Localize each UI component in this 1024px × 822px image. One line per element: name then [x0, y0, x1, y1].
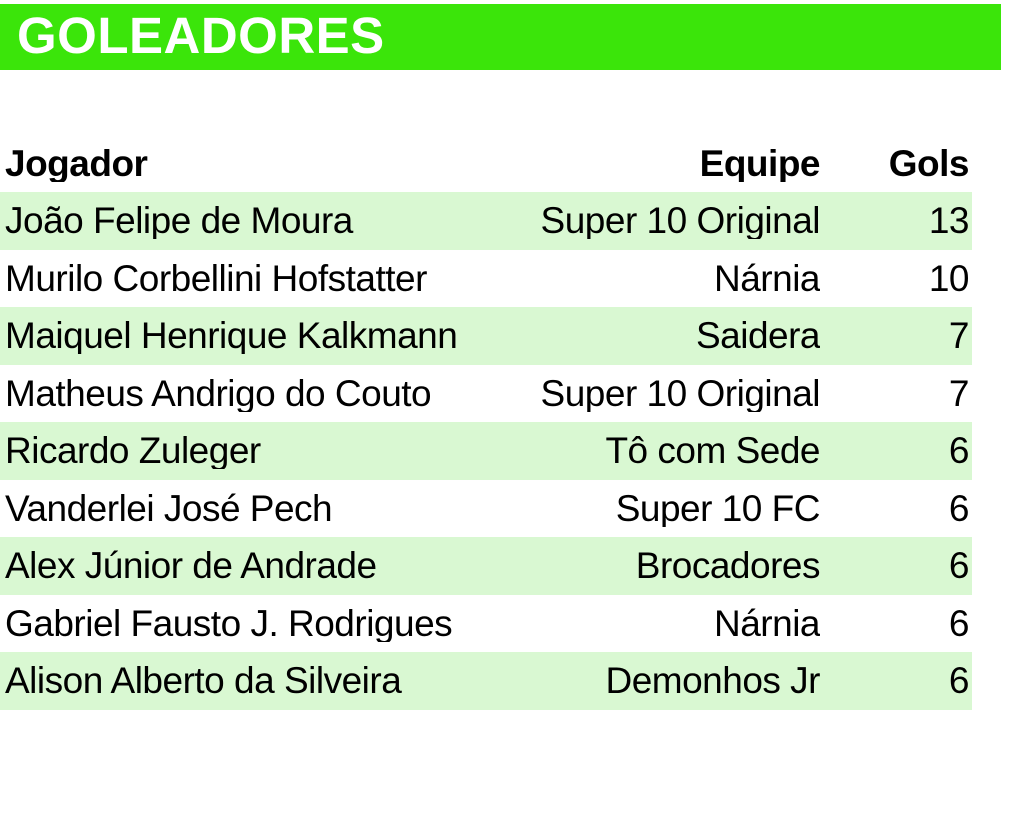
goals-cell: 7: [948, 317, 970, 355]
column-header-player: Jogador: [5, 144, 148, 182]
goals-cell: 7: [948, 374, 970, 412]
table-header-row: Jogador Equipe Gols: [0, 134, 972, 192]
team-cell: Brocadores: [635, 547, 820, 585]
table-body: João Felipe de Moura Super 10 Original 1…: [0, 192, 972, 710]
table-row: Alison Alberto da Silveira Demonhos Jr 6: [0, 652, 972, 710]
team-cell: Nárnia: [714, 604, 820, 642]
scorers-table: Jogador Equipe Gols João Felipe de Moura…: [0, 134, 972, 710]
player-cell: Matheus Andrigo do Couto: [5, 374, 432, 412]
team-cell: Super 10 Original: [540, 374, 820, 412]
player-cell: João Felipe de Moura: [5, 202, 353, 240]
goals-cell: 6: [948, 489, 970, 527]
team-cell: Nárnia: [714, 259, 820, 297]
table-row: Gabriel Fausto J. Rodrigues Nárnia 6: [0, 594, 972, 652]
team-cell: Super 10 FC: [615, 489, 820, 527]
team-cell: Saidera: [695, 317, 820, 355]
table-row: Vanderlei José Pech Super 10 FC 6: [0, 479, 972, 537]
player-cell: Murilo Corbellini Hofstatter: [5, 259, 427, 297]
player-cell: Gabriel Fausto J. Rodrigues: [5, 604, 453, 642]
table-row: João Felipe de Moura Super 10 Original 1…: [0, 192, 972, 250]
table-row: Matheus Andrigo do Couto Super 10 Origin…: [0, 364, 972, 422]
team-cell: Demonhos Jr: [605, 662, 820, 700]
player-cell: Alison Alberto da Silveira: [5, 662, 402, 700]
column-header-team: Equipe: [699, 144, 820, 182]
team-cell: Super 10 Original: [540, 202, 820, 240]
player-cell: Vanderlei José Pech: [5, 489, 333, 527]
title-bar: GOLEADORES: [0, 4, 1001, 70]
goals-cell: 6: [948, 604, 970, 642]
column-header-goals: Gols: [888, 144, 970, 182]
goals-cell: 6: [948, 432, 970, 470]
goals-cell: 6: [948, 662, 970, 700]
player-cell: Alex Júnior de Andrade: [5, 547, 377, 585]
goals-cell: 6: [948, 547, 970, 585]
goals-cell: 13: [928, 202, 970, 240]
player-cell: Ricardo Zuleger: [5, 432, 261, 470]
goals-cell: 10: [928, 259, 970, 297]
table-row: Maiquel Henrique Kalkmann Saidera 7: [0, 307, 972, 365]
page-title: GOLEADORES: [17, 6, 385, 64]
table-row: Alex Júnior de Andrade Brocadores 6: [0, 537, 972, 595]
table-row: Ricardo Zuleger Tô com Sede 6: [0, 422, 972, 480]
table-row: Murilo Corbellini Hofstatter Nárnia 10: [0, 249, 972, 307]
player-cell: Maiquel Henrique Kalkmann: [5, 317, 458, 355]
team-cell: Tô com Sede: [605, 432, 820, 470]
